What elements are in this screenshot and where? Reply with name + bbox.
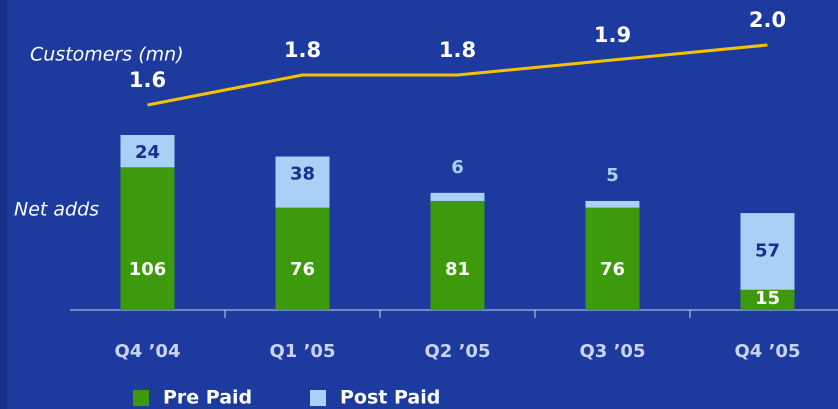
- legend-swatch: [133, 390, 149, 406]
- bar-segment: [430, 200, 485, 310]
- bar-segment: [275, 156, 330, 208]
- data-label: 76: [600, 259, 625, 280]
- line-series-label: Customers (mn): [30, 44, 184, 66]
- left-stripe: [0, 0, 7, 409]
- line-label: 1.9: [594, 23, 631, 47]
- line-label: 2.0: [749, 8, 786, 32]
- annotation: Net adds: [14, 199, 99, 221]
- data-label: 76: [290, 259, 315, 280]
- legend-label: Post Paid: [340, 387, 440, 409]
- bar-segment: [585, 207, 640, 310]
- data-label: 38: [290, 164, 315, 185]
- data-label: 6: [451, 157, 464, 178]
- legend-swatch: [310, 390, 326, 406]
- line-label: 1.6: [129, 68, 166, 92]
- line-label: 1.8: [439, 38, 476, 62]
- bar-segment: [275, 207, 330, 310]
- bar-segment: [740, 213, 795, 290]
- legend-label: Pre Paid: [163, 387, 252, 409]
- bar-segment: [585, 200, 640, 208]
- x-tick-label: Q4 ’05: [735, 341, 801, 362]
- data-label: 81: [445, 259, 470, 280]
- bar-segment: [120, 167, 175, 310]
- x-tick-label: Q2 ’05: [425, 341, 491, 362]
- x-tick-label: Q4 ’04: [115, 341, 181, 362]
- data-label: 57: [755, 240, 780, 261]
- line: [147, 43, 768, 107]
- bar-segment: [120, 135, 175, 168]
- bar-segment: [430, 192, 485, 201]
- data-label: 106: [129, 259, 167, 280]
- data-label: 5: [606, 165, 619, 186]
- line-label: 1.8: [284, 38, 321, 62]
- data-label: 15: [755, 288, 780, 309]
- x-tick-label: Q1 ’05: [270, 341, 336, 362]
- bar-segment: [740, 289, 795, 310]
- data-label: 24: [135, 142, 160, 163]
- x-tick-label: Q3 ’05: [580, 341, 646, 362]
